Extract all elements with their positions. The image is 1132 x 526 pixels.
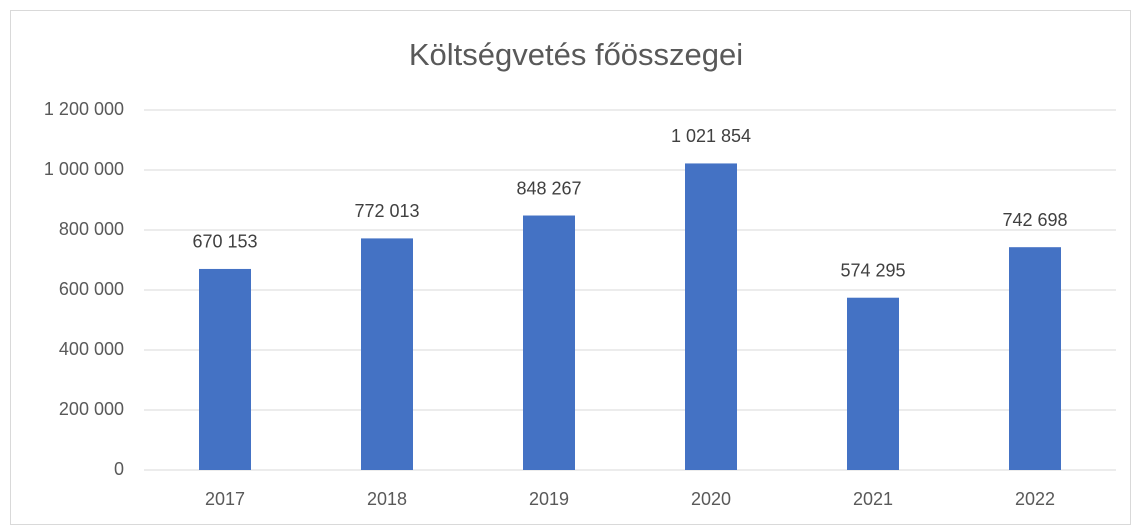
y-tick-label: 1 200 000	[44, 99, 124, 119]
bar	[1009, 247, 1061, 470]
y-tick-label: 600 000	[59, 279, 124, 299]
y-tick-label: 200 000	[59, 399, 124, 419]
data-label: 574 295	[840, 260, 905, 280]
y-tick-label: 0	[114, 459, 124, 479]
bar	[847, 297, 899, 470]
x-tick-label: 2017	[205, 489, 245, 509]
bar	[361, 238, 413, 470]
data-label: 772 013	[354, 201, 419, 221]
data-label: 1 021 854	[671, 126, 751, 146]
x-tick-label: 2019	[529, 489, 569, 509]
chart-title: Költségvetés főösszegei	[409, 37, 743, 72]
x-tick-label: 2020	[691, 489, 731, 509]
y-tick-label: 1 000 000	[44, 159, 124, 179]
bar	[199, 268, 251, 470]
data-label: 670 153	[192, 232, 257, 252]
data-label: 848 267	[516, 178, 581, 198]
x-tick-label: 2018	[367, 489, 407, 509]
x-tick-label: 2021	[853, 489, 893, 509]
bar	[523, 215, 575, 470]
y-tick-label: 800 000	[59, 219, 124, 239]
y-tick-label: 400 000	[59, 339, 124, 359]
x-tick-label: 2022	[1015, 489, 1055, 509]
bar	[685, 163, 737, 471]
data-label: 742 698	[1002, 210, 1067, 230]
